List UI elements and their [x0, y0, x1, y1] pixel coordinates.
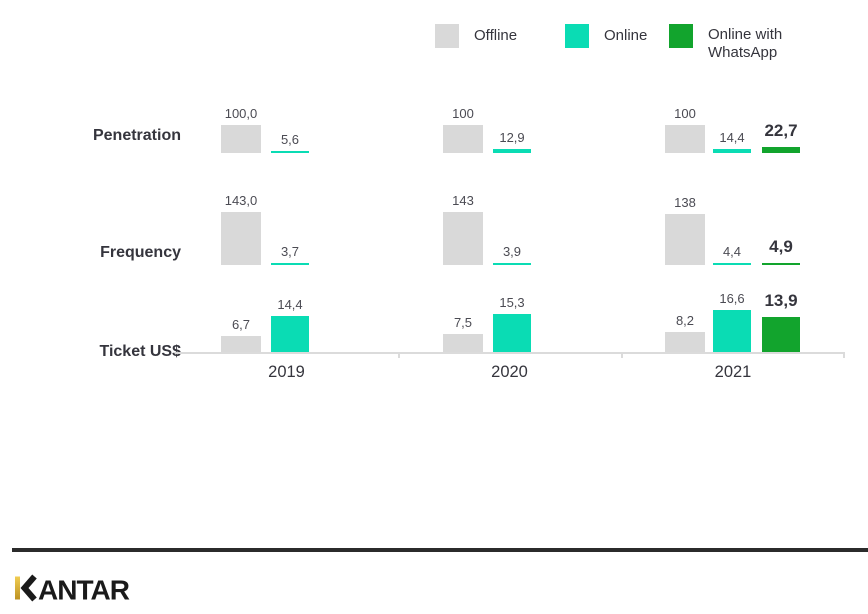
bar-ticket-us-offline-2019: [221, 336, 261, 353]
year-label-2020: 2020: [491, 363, 528, 381]
bar-ticket-us-offline-2020: [443, 334, 483, 353]
bar-penetration-online-2019: [271, 151, 309, 153]
axis-tick: [398, 353, 400, 358]
bar-ticket-us-online-with-whatsapp-2021: [762, 317, 800, 353]
value-label-penetration-online-2020: 12,9: [499, 130, 525, 145]
row-label-penetration: Penetration: [92, 127, 181, 144]
logo-k-chevron-icon: [20, 574, 37, 602]
bar-frequency-online-with-whatsapp-2021: [762, 263, 800, 265]
value-label-ticket-us-online-2021: 16,6: [719, 291, 745, 306]
bar-penetration-offline-2019: [221, 125, 261, 153]
bar-frequency-online-2020: [493, 263, 531, 265]
value-label-penetration-offline-2019: 100,0: [224, 106, 258, 121]
legend-item-offline: Offline: [435, 24, 517, 48]
offline-swatch: [435, 24, 459, 48]
axis-tick: [843, 353, 845, 358]
legend-label-offline: Offline: [474, 27, 518, 44]
value-label-frequency-offline-2021: 138: [674, 195, 696, 210]
bar-ticket-us-online-2020: [493, 314, 531, 353]
value-label-penetration-online-2021: 14,4: [719, 130, 745, 145]
value-label-penetration-offline-2020: 100: [452, 106, 474, 121]
bar-ticket-us-online-2019: [271, 316, 309, 353]
kantar-logo: ANTAR: [15, 574, 131, 603]
online-swatch: [565, 24, 589, 48]
value-label-ticket-us-offline-2020: 7,5: [453, 315, 473, 330]
bar-penetration-offline-2020: [443, 125, 483, 153]
legend-item-online: Online: [565, 24, 647, 48]
value-label-frequency-online-2019: 3,7: [280, 244, 300, 259]
value-label-penetration-online-with-whatsapp-2021: 22,7: [764, 121, 798, 140]
logo-gold-bar-icon: [15, 576, 20, 600]
value-label-ticket-us-online-with-whatsapp-2021: 13,9: [764, 291, 798, 310]
bar-penetration-online-2021: [713, 149, 751, 153]
online-whatsapp-swatch: [669, 24, 693, 48]
value-label-frequency-online-2020: 3,9: [502, 244, 522, 259]
value-label-frequency-offline-2019: 143,0: [224, 193, 258, 208]
legend-label-online: Online: [604, 27, 648, 44]
bar-frequency-online-2019: [271, 263, 309, 265]
value-label-ticket-us-online-2019: 14,4: [277, 297, 303, 312]
bar-ticket-us-offline-2021: [665, 332, 705, 353]
bar-penetration-online-with-whatsapp-2021: [762, 147, 800, 153]
legend-item-online-whatsapp: Online with WhatsApp: [669, 24, 808, 62]
value-label-ticket-us-offline-2019: 6,7: [231, 317, 251, 332]
footer-divider: [12, 548, 868, 552]
bar-frequency-offline-2019: [221, 212, 261, 265]
bar-penetration-online-2020: [493, 149, 531, 153]
bar-frequency-online-2021: [713, 263, 751, 265]
brand-text: ANTAR: [38, 575, 130, 603]
value-label-penetration-offline-2021: 100: [674, 106, 696, 121]
year-label-2021: 2021: [714, 363, 752, 381]
value-label-penetration-online-2019: 5,6: [280, 132, 300, 147]
legend-label-online-whatsapp: Online with WhatsApp: [708, 26, 783, 61]
x-axis-line: [175, 352, 845, 354]
bar-frequency-offline-2021: [665, 214, 705, 265]
bar-penetration-offline-2021: [665, 125, 705, 153]
bar-frequency-offline-2020: [443, 212, 483, 265]
value-label-frequency-offline-2020: 143: [452, 193, 474, 208]
row-label-ticket-usd: Ticket US$: [99, 343, 181, 360]
bar-ticket-us-online-2021: [713, 310, 751, 353]
value-label-frequency-online-with-whatsapp-2021: 4,9: [769, 237, 793, 256]
year-label-2019: 2019: [268, 363, 305, 381]
value-label-ticket-us-online-2020: 15,3: [499, 295, 525, 310]
axis-tick: [621, 353, 623, 358]
row-label-frequency: Frequency: [100, 244, 181, 261]
value-label-frequency-online-2021: 4,4: [722, 244, 742, 259]
value-label-ticket-us-offline-2021: 8,2: [675, 313, 695, 328]
